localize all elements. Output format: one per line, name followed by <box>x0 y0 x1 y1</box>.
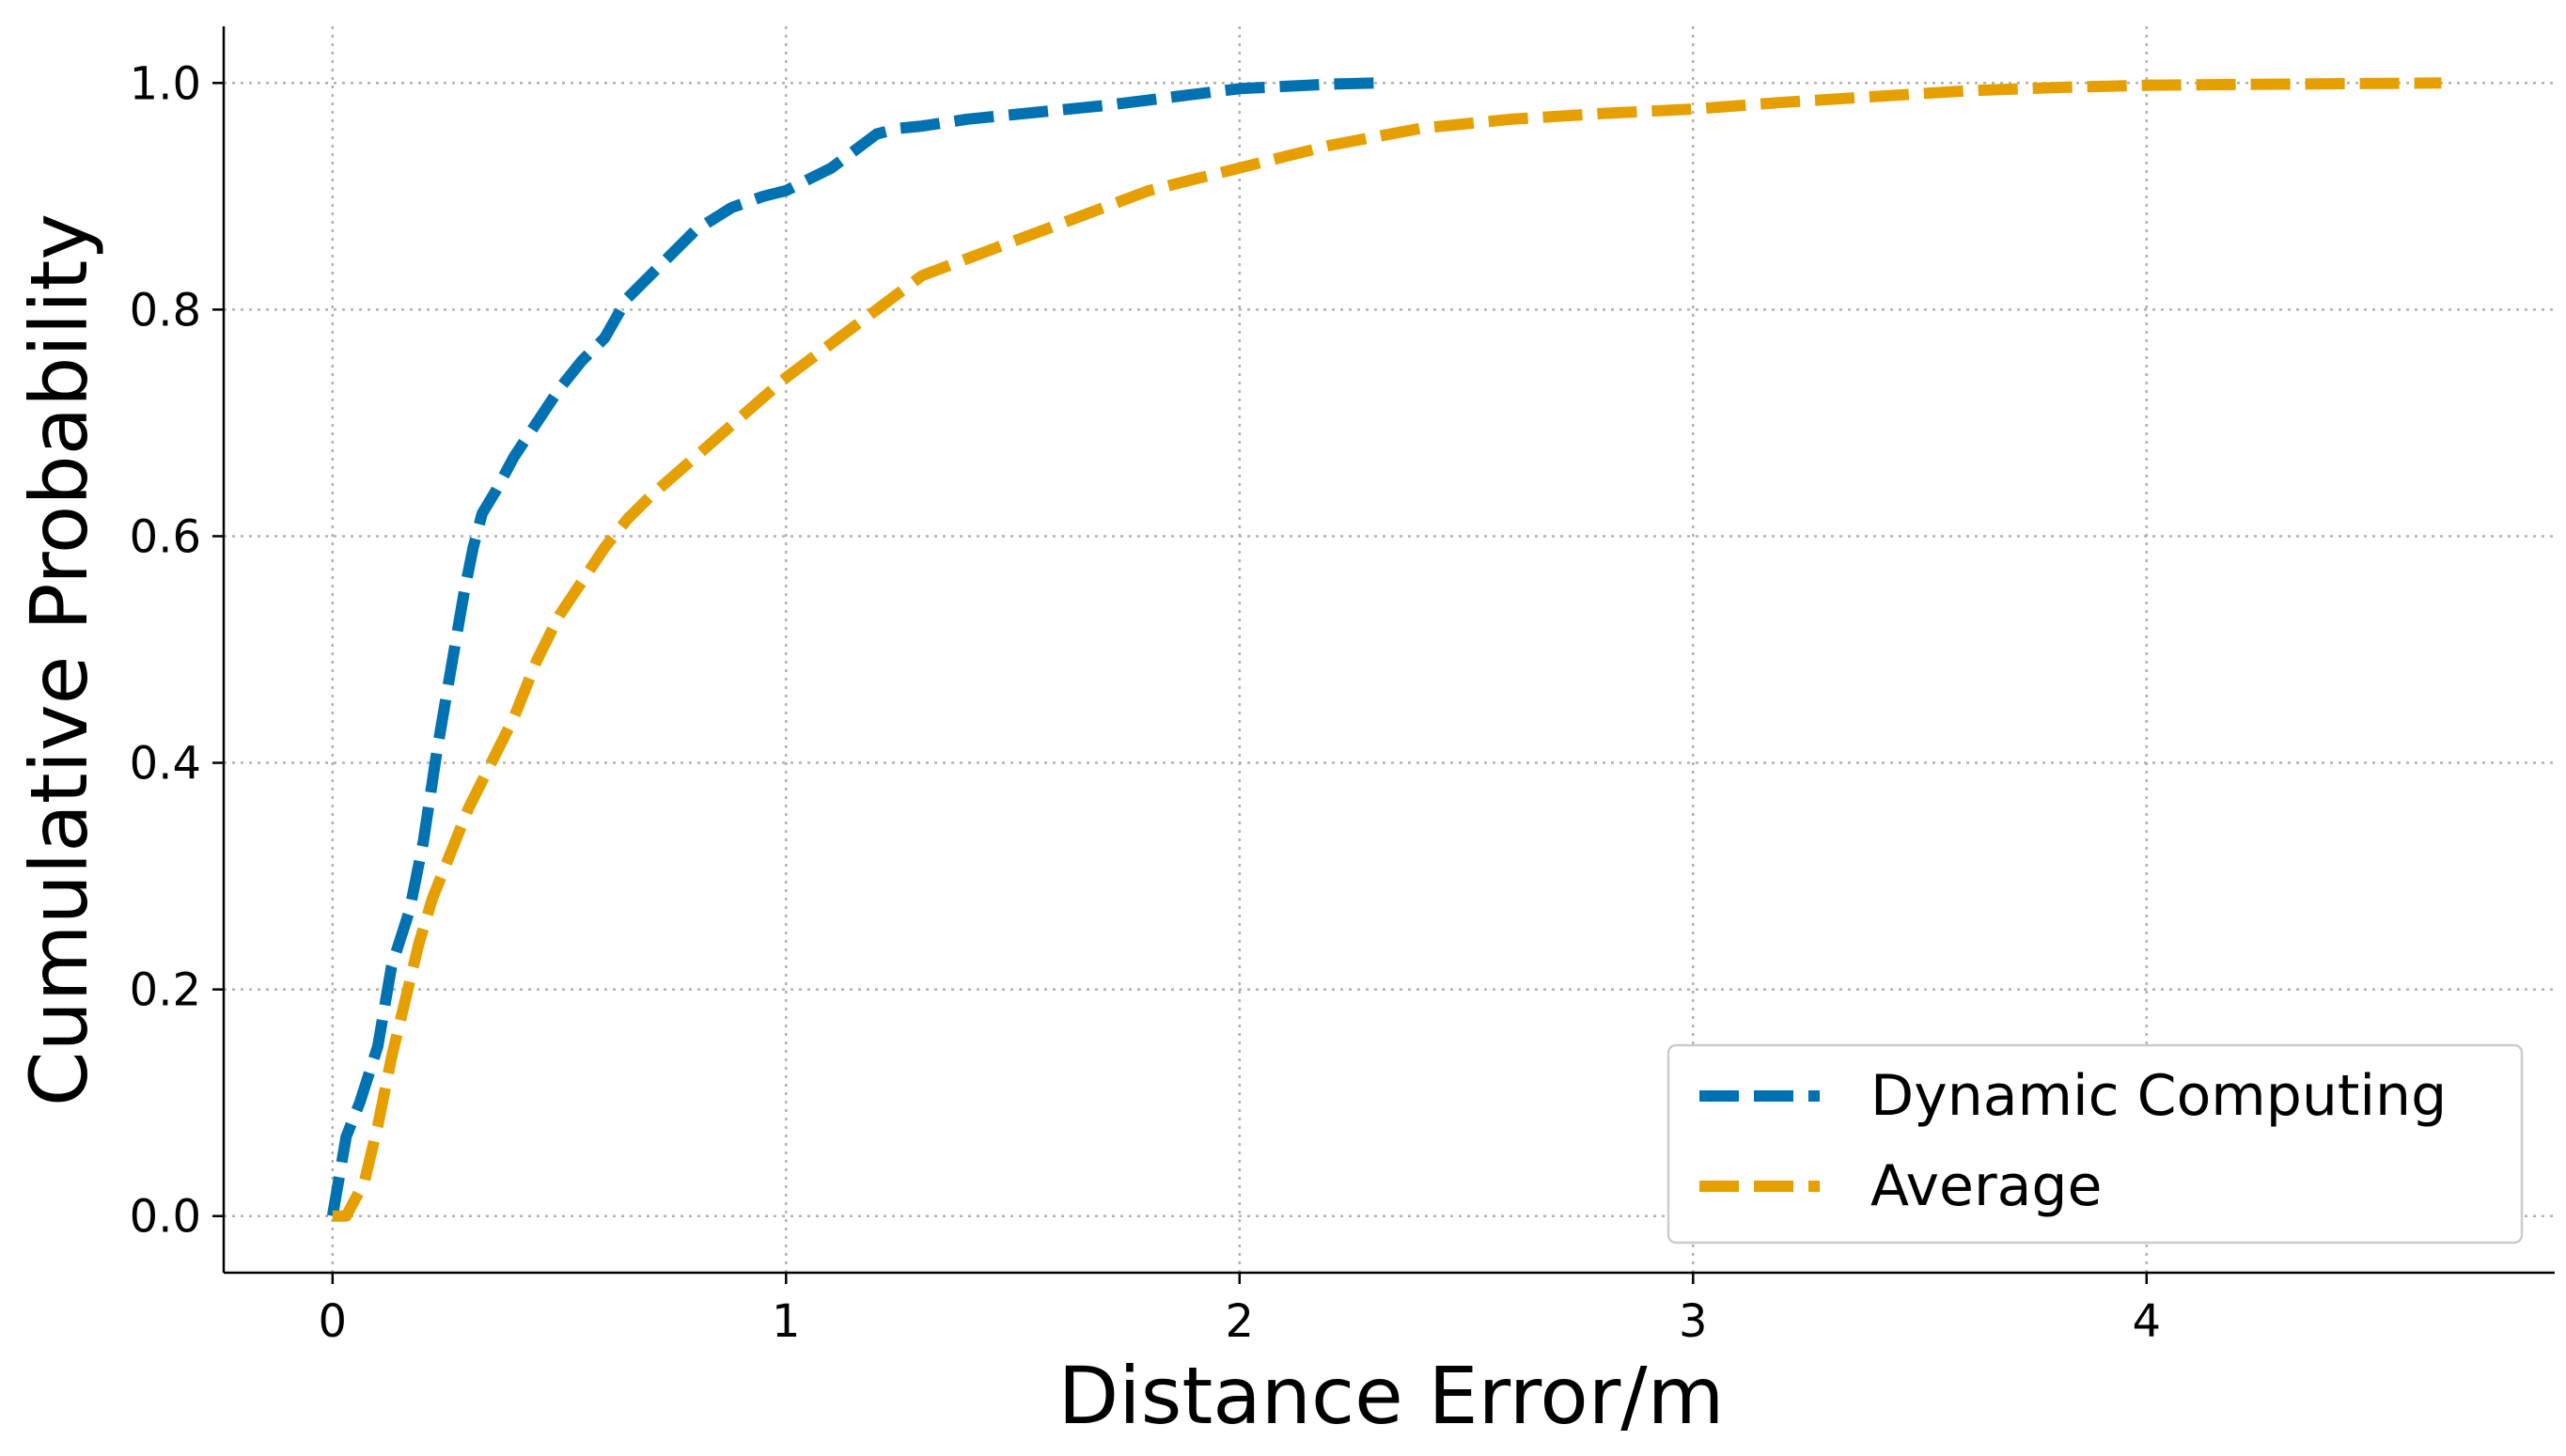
y-tick-label: 0.6 <box>130 510 201 563</box>
legend: Dynamic Computing Average <box>1666 1043 2524 1245</box>
x-tick-label: 2 <box>1226 1295 1255 1348</box>
axes <box>222 26 2555 1275</box>
series-lines <box>326 77 2442 1222</box>
x-tick-label: 4 <box>2132 1295 2161 1348</box>
y-tick-label: 0.4 <box>130 738 201 791</box>
legend-label-average: Average <box>1870 1153 2102 1219</box>
legend-frame <box>1666 1043 2524 1245</box>
x-tick-label: 0 <box>319 1295 348 1348</box>
x-tick-label: 3 <box>1679 1295 1708 1348</box>
y-axis-title: Cumulative Probability <box>13 213 105 1106</box>
y-tick-label: 1.0 <box>130 57 201 110</box>
y-tick-label: 0.2 <box>130 964 201 1017</box>
series-line-dynamic-computing <box>326 77 1376 1217</box>
legend-label-dynamic-computing: Dynamic Computing <box>1870 1063 2447 1129</box>
ticks: 0 1 2 3 4 0.0 0.2 0.4 0.6 0.8 1.0 <box>130 57 2161 1348</box>
y-tick-label: 0.0 <box>130 1191 201 1244</box>
y-tick-label: 0.8 <box>130 284 201 337</box>
x-axis-title: Distance Error/m <box>1058 1350 1725 1442</box>
series-line-average <box>332 77 2442 1222</box>
x-tick-label: 1 <box>772 1295 801 1348</box>
